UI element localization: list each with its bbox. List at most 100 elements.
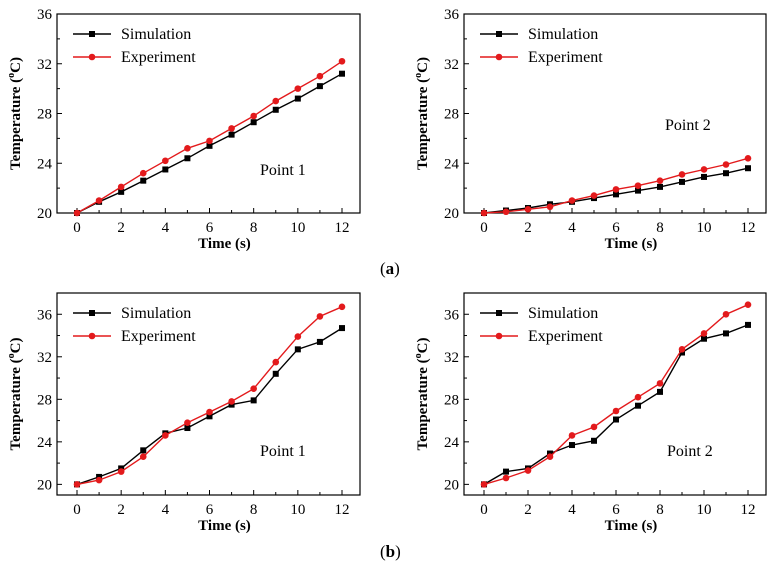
data-point-experiment <box>568 197 576 204</box>
point-annotation: Point 1 <box>260 162 306 179</box>
data-point-simulation <box>162 166 169 173</box>
y-tick-label: 36 <box>37 307 53 323</box>
x-axis-label: Time (s) <box>198 518 251 534</box>
legend-item-experiment: Experiment <box>480 49 603 66</box>
y-tick-label: 20 <box>37 477 52 493</box>
data-point-simulation <box>701 335 707 342</box>
data-point-experiment <box>117 468 125 475</box>
data-point-simulation <box>635 402 641 409</box>
data-point-experiment <box>184 145 191 152</box>
data-point-experiment <box>184 419 191 427</box>
plot-frame <box>56 292 361 496</box>
legend-item-experiment: Experiment <box>73 49 196 66</box>
series-line-experiment <box>483 157 749 214</box>
series-line-simulation <box>483 324 749 486</box>
y-tick-label: 28 <box>37 392 52 408</box>
y-axis-label: Temperature (oC) <box>413 57 431 170</box>
y-tick-label: 36 <box>444 7 460 23</box>
data-point-experiment <box>744 154 752 162</box>
series-line-simulation <box>76 327 343 486</box>
data-point-experiment <box>338 57 346 65</box>
legend-item-simulation: Simulation <box>480 305 598 322</box>
data-point-simulation <box>503 468 509 475</box>
x-tick-label: 0 <box>73 502 81 518</box>
data-point-experiment <box>316 313 324 320</box>
x-tick-label: 2 <box>524 220 532 236</box>
legend-item-simulation: Simulation <box>73 305 191 322</box>
x-tick-label: 0 <box>480 220 488 236</box>
data-point-experiment <box>546 203 554 211</box>
legend-label: Experiment <box>121 49 196 66</box>
x-axis-label: Time (s) <box>605 518 658 534</box>
legend-marker <box>88 53 96 61</box>
y-tick-label: 28 <box>37 107 52 123</box>
data-point-simulation <box>184 155 191 162</box>
data-point-simulation <box>140 177 147 184</box>
legend-marker <box>496 310 502 316</box>
x-tick-label: 8 <box>656 502 664 518</box>
legend-marker <box>495 53 503 61</box>
x-axis-label: Time (s) <box>605 236 658 252</box>
data-point-experiment <box>338 303 346 311</box>
data-point-experiment <box>206 408 213 416</box>
data-point-experiment <box>524 467 532 474</box>
data-point-experiment <box>656 380 664 387</box>
legend-marker <box>496 31 502 37</box>
legend-label: Simulation <box>528 305 598 322</box>
data-point-simulation <box>723 170 729 177</box>
data-point-experiment <box>139 453 147 461</box>
data-point-simulation <box>679 178 685 185</box>
data-point-simulation <box>613 416 619 423</box>
legend-marker <box>495 332 503 340</box>
data-point-simulation <box>140 447 147 454</box>
x-tick-label: 10 <box>290 502 305 518</box>
x-tick-label: 6 <box>612 502 620 518</box>
y-tick-label: 32 <box>444 350 459 366</box>
data-point-simulation <box>118 188 125 195</box>
legend-item-experiment: Experiment <box>73 328 196 345</box>
x-tick-label: 6 <box>612 220 620 236</box>
y-tick-label: 28 <box>444 392 459 408</box>
data-point-experiment <box>700 166 708 173</box>
point-annotation: Point 2 <box>667 443 713 460</box>
point-annotation: Point 2 <box>665 117 711 134</box>
data-point-experiment <box>294 85 302 92</box>
x-tick-label: 4 <box>568 220 576 236</box>
x-tick-label: 2 <box>117 502 125 518</box>
data-point-simulation <box>206 413 213 420</box>
x-tick-label: 12 <box>335 502 350 518</box>
y-tick-label: 36 <box>37 7 53 23</box>
legend-marker <box>89 31 95 37</box>
y-tick-label: 24 <box>444 435 460 451</box>
y-tick-label: 24 <box>37 435 53 451</box>
legend-item-experiment: Experiment <box>480 328 603 345</box>
data-point-simulation <box>339 325 345 332</box>
data-point-experiment <box>162 157 169 165</box>
data-point-experiment <box>502 474 510 482</box>
data-point-simulation <box>272 106 279 113</box>
y-tick-label: 24 <box>444 156 460 172</box>
data-point-experiment <box>656 177 664 184</box>
data-point-experiment <box>590 423 598 431</box>
data-point-experiment <box>228 398 235 405</box>
data-point-simulation <box>272 370 279 377</box>
data-point-simulation <box>316 83 323 90</box>
data-point-simulation <box>316 338 323 345</box>
data-point-simulation <box>657 388 663 395</box>
data-point-experiment <box>634 393 642 401</box>
data-point-simulation <box>591 437 597 444</box>
y-axis-label: Temperature (oC) <box>6 57 24 170</box>
legend-label: Experiment <box>121 328 196 345</box>
data-point-simulation <box>250 397 257 404</box>
data-point-experiment <box>162 432 169 439</box>
x-tick-label: 12 <box>741 220 756 236</box>
data-point-simulation <box>294 346 301 353</box>
y-tick-label: 32 <box>37 350 52 366</box>
data-point-experiment <box>634 182 642 189</box>
y-tick-label: 20 <box>37 206 52 222</box>
data-point-simulation <box>745 321 751 328</box>
caption-b: (b) <box>380 542 401 561</box>
x-tick-label: 10 <box>697 220 712 236</box>
